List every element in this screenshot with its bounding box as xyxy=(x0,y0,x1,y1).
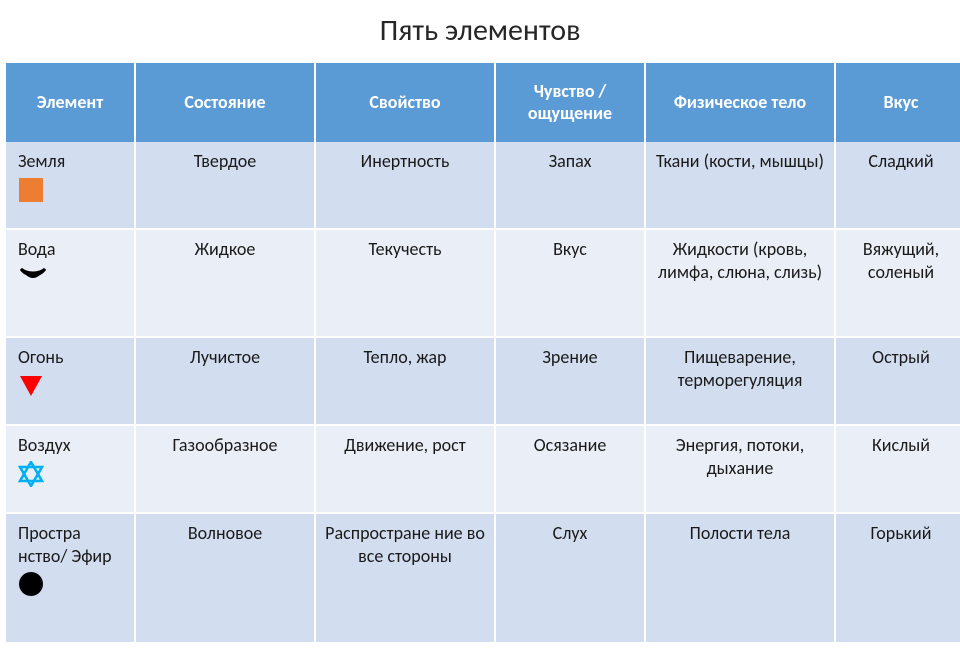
cell-taste: Кислый xyxy=(836,426,960,514)
cell-element: Земля xyxy=(6,142,136,230)
col-taste: Вкус xyxy=(836,63,960,142)
page-title: Пять элементов xyxy=(6,12,954,49)
element-label: Земля xyxy=(18,150,128,173)
cell-sense: Зрение xyxy=(496,338,646,426)
table-body: Земля ТвердоеИнертностьЗапахТкани (кости,… xyxy=(6,142,960,642)
cell-state: Газообразное xyxy=(136,426,316,514)
cell-property: Текучесть xyxy=(316,230,496,338)
table-row: Огонь ЛучистоеТепло, жарЗрениеПищеварение… xyxy=(6,338,960,426)
elements-table: Элемент Состояние Свойство Чувство / ощу… xyxy=(6,63,960,642)
table-row: Простра нство/ ЭфирВолновоеРаспростране … xyxy=(6,514,960,642)
cell-property: Распростране ние во все стороны xyxy=(316,514,496,642)
element-label: Простра нство/ Эфир xyxy=(18,522,128,567)
cell-state: Жидкое xyxy=(136,230,316,338)
cell-taste: Вяжущий, соленый xyxy=(836,230,960,338)
cell-body: Пищеварение, терморегуляция xyxy=(646,338,836,426)
cell-body: Энергия, потоки, дыхание xyxy=(646,426,836,514)
cell-sense: Осязание xyxy=(496,426,646,514)
cell-state: Твердое xyxy=(136,142,316,230)
cell-element: Огонь xyxy=(6,338,136,426)
cell-element: Вода xyxy=(6,230,136,338)
table-row: Вода ЖидкоеТекучестьВкусЖидкости (кровь, … xyxy=(6,230,960,338)
cell-sense: Слух xyxy=(496,514,646,642)
element-label: Вода xyxy=(18,238,128,261)
triangle-down-icon xyxy=(18,373,128,401)
element-label: Огонь xyxy=(18,346,128,369)
hexagram-icon xyxy=(18,461,128,489)
cell-property: Движение, рост xyxy=(316,426,496,514)
cell-taste: Острый xyxy=(836,338,960,426)
col-element: Элемент xyxy=(6,63,136,142)
cell-taste: Сладкий xyxy=(836,142,960,230)
cell-taste: Горький xyxy=(836,514,960,642)
cell-element: Воздух xyxy=(6,426,136,514)
col-body: Физическое тело xyxy=(646,63,836,142)
circle-icon xyxy=(18,571,128,599)
cell-property: Инертность xyxy=(316,142,496,230)
col-property: Свойство xyxy=(316,63,496,142)
cell-sense: Вкус xyxy=(496,230,646,338)
cell-sense: Запах xyxy=(496,142,646,230)
page: Пять элементов Элемент Состояние Свойств… xyxy=(0,0,960,648)
cell-element: Простра нство/ Эфир xyxy=(6,514,136,642)
cell-state: Лучистое xyxy=(136,338,316,426)
cell-property: Тепло, жар xyxy=(316,338,496,426)
table-row: Земля ТвердоеИнертностьЗапахТкани (кости,… xyxy=(6,142,960,230)
cell-body: Жидкости (кровь, лимфа, слюна, слизь) xyxy=(646,230,836,338)
cell-body: Полости тела xyxy=(646,514,836,642)
element-label: Воздух xyxy=(18,434,128,457)
cell-body: Ткани (кости, мышцы) xyxy=(646,142,836,230)
col-state: Состояние xyxy=(136,63,316,142)
cell-state: Волновое xyxy=(136,514,316,642)
crescent-icon xyxy=(18,265,128,293)
table-header: Элемент Состояние Свойство Чувство / ощу… xyxy=(6,63,960,142)
square-icon xyxy=(18,177,128,205)
table-row: Воздух ГазообразноеДвижение, ростОсязание… xyxy=(6,426,960,514)
col-sense: Чувство / ощущение xyxy=(496,63,646,142)
